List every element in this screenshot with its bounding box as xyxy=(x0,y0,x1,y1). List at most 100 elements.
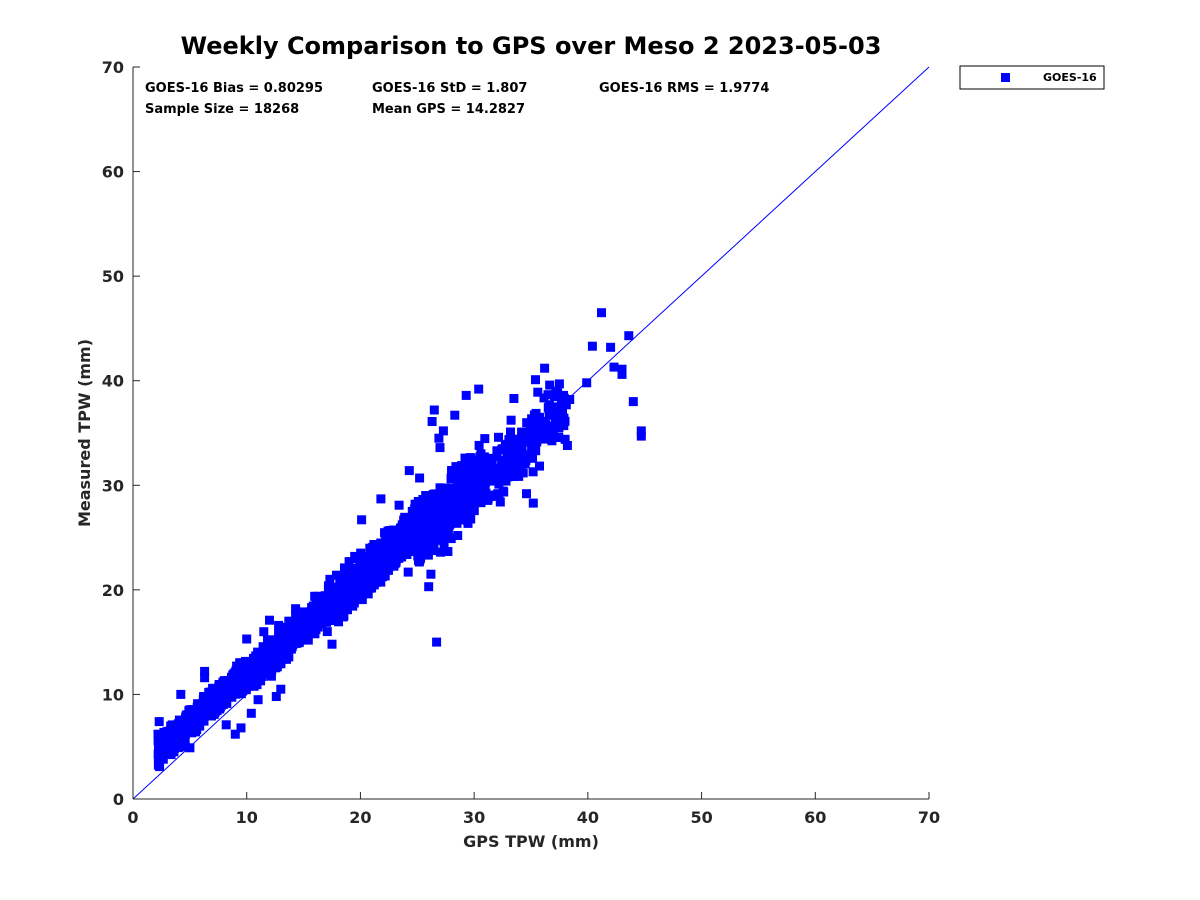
data-point xyxy=(339,611,349,621)
data-point xyxy=(422,532,431,542)
x-tick-label: 60 xyxy=(804,808,826,827)
data-point xyxy=(550,402,560,412)
data-point xyxy=(369,576,379,586)
data-point xyxy=(464,472,474,482)
data-point xyxy=(393,532,403,541)
data-point xyxy=(370,546,380,556)
legend: GOES-16 xyxy=(959,65,1105,90)
data-point xyxy=(322,600,332,610)
data-point xyxy=(456,491,465,501)
stat-sample-size: Sample Size = 18268 xyxy=(145,102,299,117)
legend-box xyxy=(959,65,1105,90)
data-point xyxy=(265,615,274,625)
data-point xyxy=(263,635,272,645)
data-point xyxy=(480,480,490,490)
legend-marker-goes16 xyxy=(1001,73,1010,82)
data-point xyxy=(526,426,536,436)
chart-title: Weekly Comparison to GPS over Meso 2 202… xyxy=(181,32,882,60)
data-point xyxy=(450,410,460,420)
data-point xyxy=(267,635,277,645)
data-point xyxy=(287,635,297,645)
data-point xyxy=(515,435,525,445)
data-point xyxy=(517,443,527,453)
data-point xyxy=(231,667,241,677)
data-point xyxy=(252,652,262,662)
data-point xyxy=(473,455,483,465)
data-point xyxy=(284,652,294,662)
data-point xyxy=(365,543,375,553)
data-point xyxy=(200,673,210,683)
data-point xyxy=(503,439,513,449)
data-point xyxy=(481,488,491,498)
x-tick-label: 0 xyxy=(127,808,138,827)
data-point xyxy=(462,502,472,512)
data-point xyxy=(250,659,260,669)
data-point xyxy=(237,672,247,682)
data-point xyxy=(414,537,424,547)
data-point xyxy=(330,588,340,598)
data-point xyxy=(440,512,450,522)
data-point xyxy=(446,534,456,544)
data-point xyxy=(517,427,527,437)
data-point xyxy=(357,515,367,525)
data-point xyxy=(532,437,542,447)
data-point xyxy=(335,582,345,592)
data-point xyxy=(194,714,204,724)
data-point xyxy=(322,627,332,637)
data-point xyxy=(528,453,537,463)
data-point xyxy=(426,569,436,579)
data-point xyxy=(266,665,276,675)
data-point xyxy=(628,397,638,407)
data-point xyxy=(291,604,301,614)
data-point xyxy=(406,547,416,557)
data-point xyxy=(427,417,437,426)
data-point xyxy=(274,620,284,630)
data-point xyxy=(467,503,477,513)
data-point xyxy=(353,573,362,583)
data-point xyxy=(246,708,256,718)
data-point xyxy=(636,431,646,441)
data-point xyxy=(266,645,276,655)
data-point xyxy=(292,616,302,626)
data-point xyxy=(154,717,164,727)
data-point xyxy=(503,445,513,455)
data-point xyxy=(357,595,367,605)
data-point xyxy=(167,720,177,730)
y-tick-label: 10 xyxy=(102,685,124,704)
data-point xyxy=(349,595,359,605)
stat-bias: GOES-16 Bias = 0.80295 xyxy=(145,81,323,96)
data-point xyxy=(462,510,472,520)
data-point xyxy=(483,495,493,505)
data-point xyxy=(435,483,445,493)
data-point xyxy=(271,692,281,701)
data-point xyxy=(414,526,424,536)
data-point xyxy=(493,475,503,485)
data-point xyxy=(439,540,449,550)
y-tick-label: 70 xyxy=(102,58,124,77)
data-point xyxy=(380,566,390,576)
data-point xyxy=(429,532,439,541)
data-point xyxy=(346,573,356,583)
data-point xyxy=(195,721,205,731)
data-point xyxy=(262,660,271,670)
data-point xyxy=(447,492,457,502)
data-point xyxy=(443,547,453,556)
y-tick-label: 60 xyxy=(102,163,124,182)
data-point xyxy=(482,465,492,475)
data-point xyxy=(554,423,564,433)
data-point xyxy=(408,531,418,541)
data-point xyxy=(451,462,461,472)
data-point xyxy=(423,550,433,560)
data-point xyxy=(169,727,179,737)
x-tick-label: 50 xyxy=(690,808,712,827)
legend-label-goes16: GOES-16 xyxy=(1043,71,1097,84)
data-point xyxy=(561,400,571,410)
data-point xyxy=(256,676,266,686)
data-point xyxy=(360,569,370,579)
x-tick-label: 10 xyxy=(236,808,258,827)
data-point xyxy=(215,682,225,692)
data-point xyxy=(301,630,311,640)
data-point xyxy=(425,496,435,506)
data-point xyxy=(418,513,428,523)
data-point xyxy=(216,691,226,701)
